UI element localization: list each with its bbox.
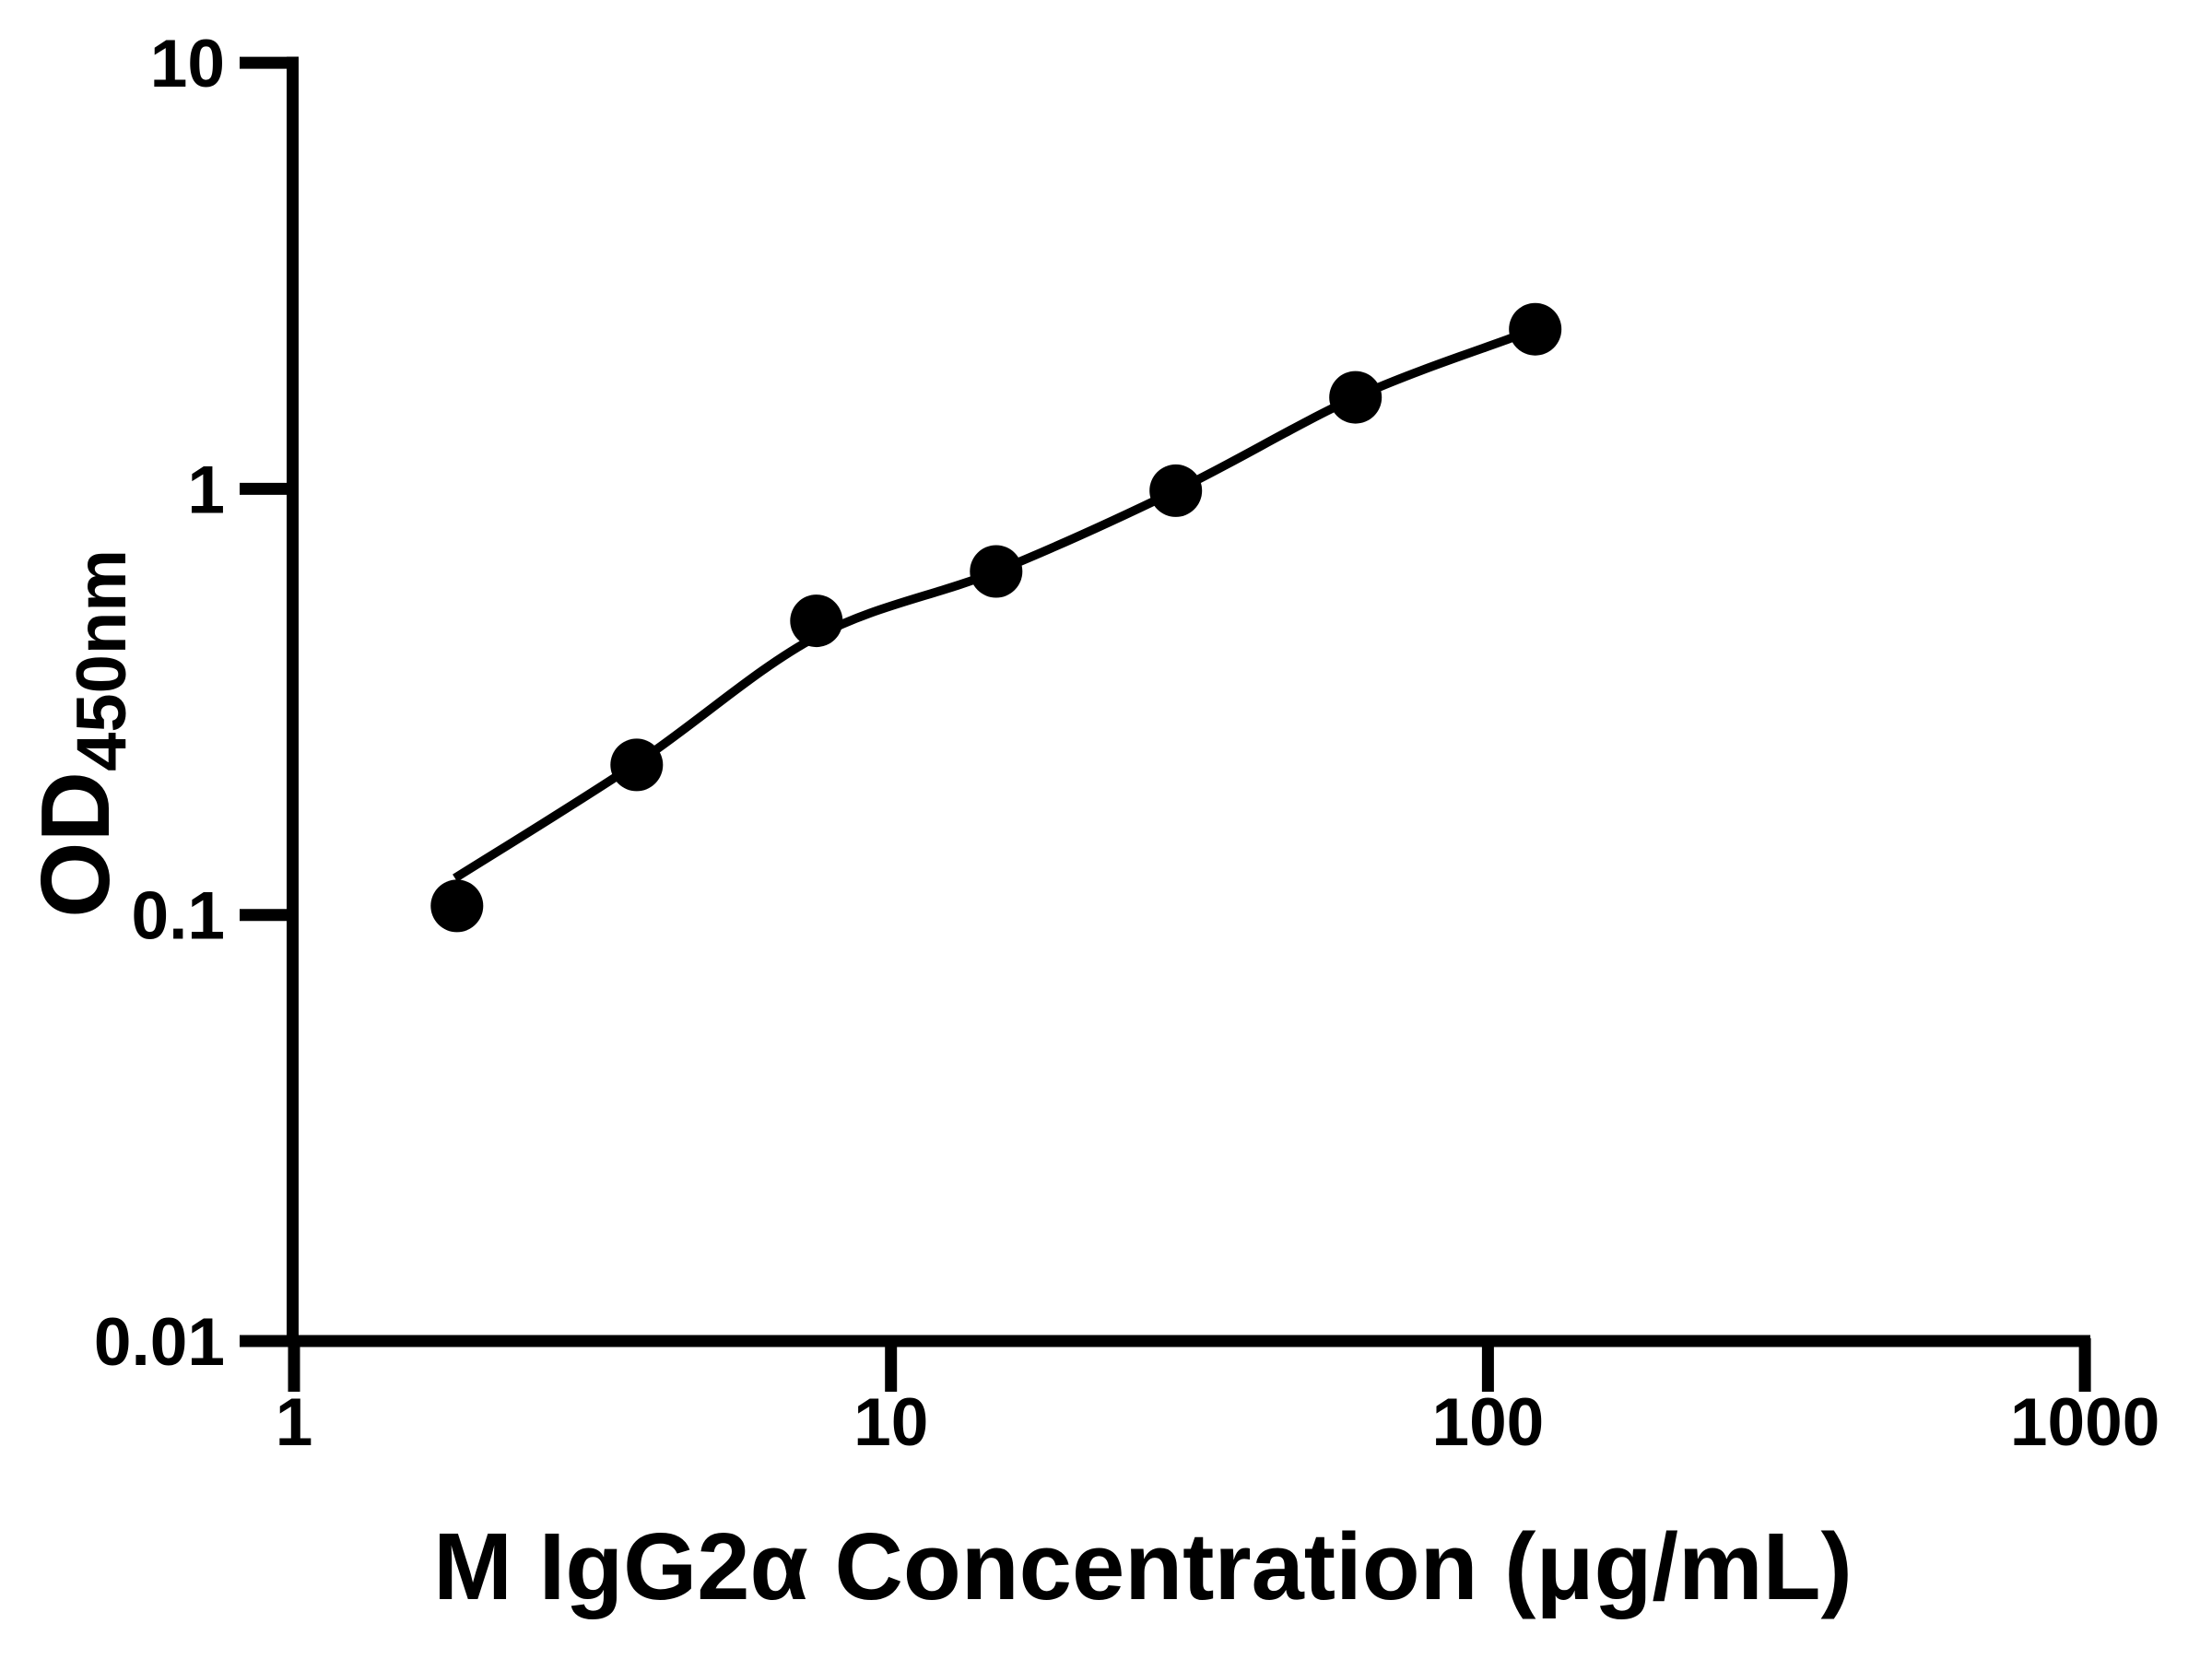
- axes: [287, 56, 2090, 1347]
- x-tick-label: 1: [276, 1385, 313, 1460]
- y-axis-title-main: OD: [21, 771, 130, 918]
- x-ticks-group: 1 10 100 1000: [276, 1338, 2159, 1460]
- data-point: [1329, 371, 1382, 424]
- y-axis-title-subscript: 450nm: [63, 549, 141, 771]
- y-tick-label: 0.1: [132, 879, 225, 954]
- data-point: [1509, 302, 1562, 356]
- data-point: [430, 879, 484, 933]
- data-point: [970, 545, 1023, 598]
- y-ticks-group: 10 1 0.1 0.01: [94, 27, 292, 1380]
- data-point: [610, 738, 664, 792]
- x-tick-label: 100: [1431, 1385, 1544, 1460]
- y-axis-title: OD450nm: [21, 549, 141, 918]
- x-tick-label: 10: [853, 1385, 928, 1460]
- x-axis-title: M IgG2α Concentration (μg/mL): [433, 1513, 1853, 1619]
- data-points-group: [430, 302, 1562, 933]
- y-tick-label: 0.01: [94, 1305, 225, 1380]
- x-tick-label: 1000: [2010, 1385, 2159, 1460]
- data-point: [1149, 464, 1203, 517]
- data-point: [790, 594, 843, 648]
- y-tick-label: 10: [150, 27, 225, 101]
- y-tick-label: 1: [187, 453, 225, 527]
